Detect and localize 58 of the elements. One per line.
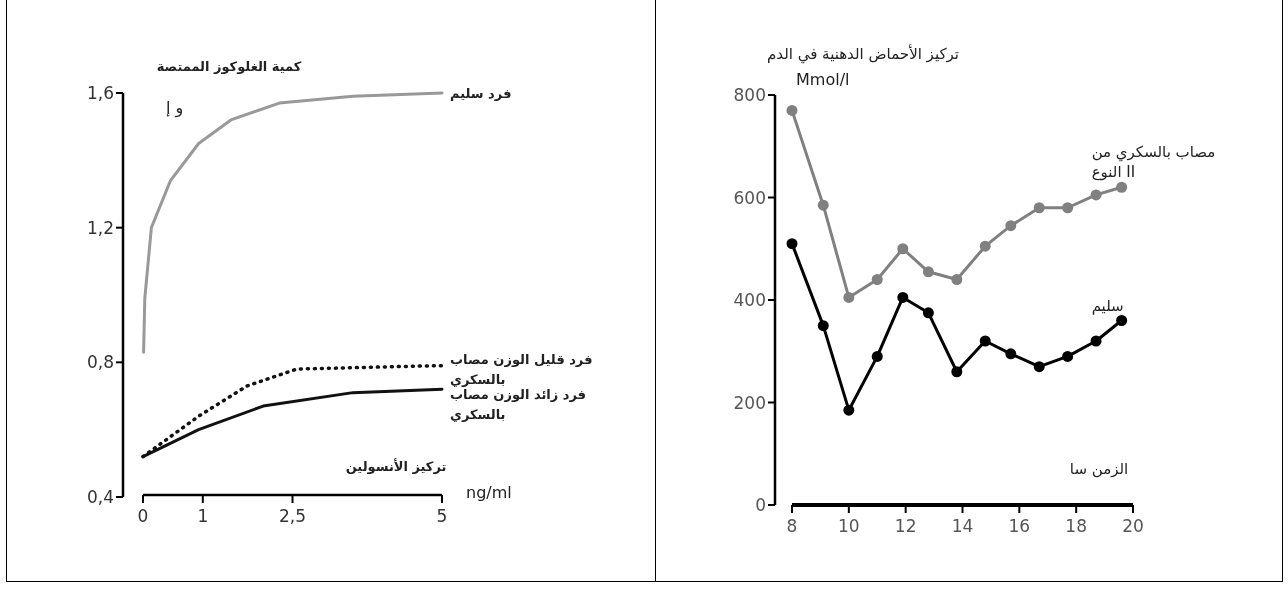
y-axis-title: تركيز الأحماض الدهنية في الدم <box>766 44 960 64</box>
point <box>1033 202 1045 214</box>
point <box>897 291 909 303</box>
point <box>1033 361 1045 373</box>
point <box>1090 335 1102 347</box>
y-tick-label: 200 <box>733 392 766 413</box>
y-tick-label: 400 <box>733 290 766 310</box>
x-tick-label: 10 <box>838 516 860 536</box>
series-label: فرد سليم <box>450 86 512 101</box>
x-tick-label: 1 <box>197 506 209 526</box>
series-label: فرد زائد الوزن مصاب بالسكري <box>450 387 587 423</box>
point <box>871 274 883 285</box>
point <box>817 320 829 332</box>
point <box>871 350 883 362</box>
y-tick-label: 600 <box>733 187 766 208</box>
series-label: مصاب بالسكري من النوع II <box>1091 143 1216 182</box>
x-tick-label: 16 <box>1008 516 1031 536</box>
point <box>1062 202 1074 214</box>
point <box>1005 220 1017 232</box>
point <box>979 335 991 347</box>
x-tick-label: 14 <box>951 516 974 536</box>
point <box>1005 348 1017 360</box>
point <box>843 291 855 303</box>
point <box>922 307 934 319</box>
line-series <box>142 91 444 354</box>
x-tick-label: 5 <box>436 506 448 526</box>
text: ng/ml <box>466 483 512 502</box>
point <box>951 274 963 285</box>
x-axis-title: الزمن سا <box>1069 460 1129 478</box>
point <box>979 240 991 252</box>
x-tick-label: 18 <box>1065 516 1087 536</box>
point <box>1062 350 1074 362</box>
point <box>1116 181 1128 193</box>
x-tick-label: 12 <box>894 516 917 536</box>
point <box>843 404 855 416</box>
point <box>786 104 798 116</box>
series-label: فرد قليل الوزن مصاب بالسكري <box>450 351 593 387</box>
y-axis-title: كمية الغلوكوز الممتصة <box>156 59 302 74</box>
x-tick-label: 8 <box>786 516 798 536</box>
x-tick-label: 20 <box>1122 516 1144 536</box>
point <box>786 238 798 250</box>
point <box>897 243 909 255</box>
annotation: و إ <box>166 98 184 118</box>
x-tick-label: 2,5 <box>278 506 307 526</box>
y-tick-label: 0,8 <box>86 352 114 373</box>
point <box>1116 315 1128 326</box>
point <box>817 199 829 211</box>
y-tick-label: 1,2 <box>86 217 114 238</box>
point <box>1090 189 1102 201</box>
point <box>951 366 963 378</box>
y-tick-label: 1,6 <box>86 83 114 103</box>
y-tick-label: 800 <box>733 85 766 105</box>
x-axis-title: تركيز الأنسولين <box>345 458 447 474</box>
x-tick-label: 0 <box>137 506 149 526</box>
text: Mmol/l <box>796 70 850 89</box>
point <box>922 266 934 278</box>
series-label: سليم <box>1091 296 1124 315</box>
y-tick-label: 0,4 <box>86 487 114 507</box>
